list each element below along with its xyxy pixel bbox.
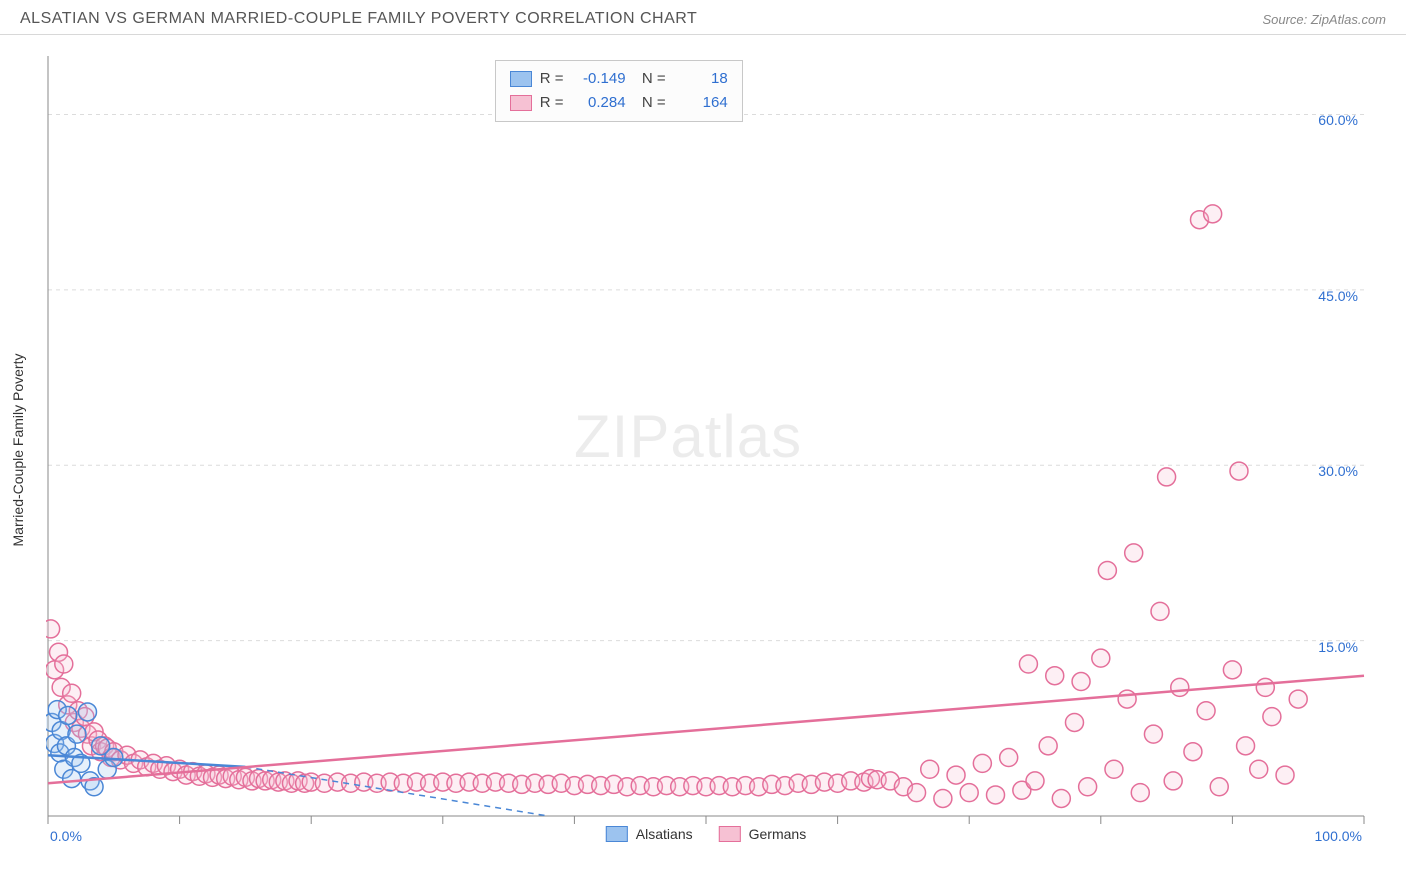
legend-n-value-germans: 164 bbox=[674, 91, 728, 115]
x-tick-label: 100.0% bbox=[1315, 828, 1362, 844]
legend-r-label: R = bbox=[540, 67, 564, 91]
legend-swatch-germans bbox=[510, 95, 532, 111]
legend-n-value-alsatians: 18 bbox=[674, 67, 728, 91]
y-tick-label: 30.0% bbox=[1318, 463, 1358, 479]
chart-area: Married-Couple Family Poverty ZIPatlas R… bbox=[46, 54, 1366, 846]
series-legend-alsatians: Alsatians bbox=[606, 826, 693, 842]
legend-r-value-alsatians: -0.149 bbox=[572, 67, 626, 91]
y-tick-label: 15.0% bbox=[1318, 639, 1358, 655]
series-swatch-alsatians bbox=[606, 826, 628, 842]
series-legend-germans: Germans bbox=[719, 826, 807, 842]
chart-title: ALSATIAN VS GERMAN MARRIED-COUPLE FAMILY… bbox=[20, 10, 697, 28]
y-tick-label: 45.0% bbox=[1318, 288, 1358, 304]
chart-header: ALSATIAN VS GERMAN MARRIED-COUPLE FAMILY… bbox=[0, 0, 1406, 35]
legend-r-value-germans: 0.284 bbox=[572, 91, 626, 115]
series-legend: Alsatians Germans bbox=[606, 826, 806, 842]
x-tick-label: 0.0% bbox=[50, 828, 82, 844]
legend-row-alsatians: R = -0.149 N = 18 bbox=[510, 67, 728, 91]
series-label-germans: Germans bbox=[749, 826, 807, 842]
correlation-legend: R = -0.149 N = 18 R = 0.284 N = 164 bbox=[495, 60, 743, 122]
legend-n-label: N = bbox=[634, 91, 666, 115]
legend-n-label: N = bbox=[634, 67, 666, 91]
series-label-alsatians: Alsatians bbox=[636, 826, 693, 842]
legend-r-label: R = bbox=[540, 91, 564, 115]
scatter-plot bbox=[46, 54, 1366, 846]
y-axis-label: Married-Couple Family Poverty bbox=[10, 354, 26, 547]
y-tick-label: 60.0% bbox=[1318, 112, 1358, 128]
legend-row-germans: R = 0.284 N = 164 bbox=[510, 91, 728, 115]
series-swatch-germans bbox=[719, 826, 741, 842]
legend-swatch-alsatians bbox=[510, 71, 532, 87]
chart-source: Source: ZipAtlas.com bbox=[1262, 12, 1386, 27]
